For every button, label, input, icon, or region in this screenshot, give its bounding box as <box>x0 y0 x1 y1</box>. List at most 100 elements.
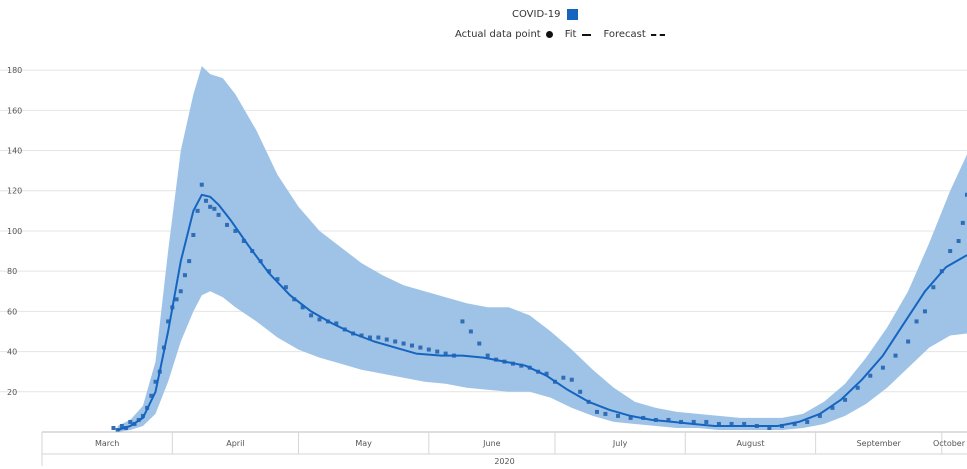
data-point <box>166 319 171 324</box>
data-point <box>153 379 158 384</box>
data-point <box>792 421 797 426</box>
data-point <box>767 425 772 430</box>
y-tick-label: 80 <box>7 267 17 276</box>
data-point <box>691 419 696 424</box>
data-point <box>830 405 835 410</box>
legend-actual-label: Actual data point <box>455 29 541 40</box>
x-tick-label: October <box>933 439 966 448</box>
data-point <box>965 192 967 197</box>
x-tick-label: September <box>857 439 902 448</box>
x-tick-label: August <box>736 439 764 448</box>
y-tick-label: 20 <box>7 388 17 397</box>
data-point <box>178 289 183 294</box>
data-point <box>225 222 229 227</box>
data-point <box>948 249 953 254</box>
x-axis: March April May June July August September Octo… <box>41 431 967 466</box>
data-point <box>443 351 448 356</box>
data-point <box>115 427 120 432</box>
series-color-swatch <box>566 9 578 20</box>
data-point <box>477 341 482 346</box>
data-point <box>460 319 465 324</box>
y-tick-label: 120 <box>7 187 22 196</box>
data-point <box>578 389 583 394</box>
data-point <box>195 208 200 213</box>
legend-forecast-label: Forecast <box>603 29 646 40</box>
data-point <box>384 337 389 342</box>
data-point <box>742 421 747 426</box>
data-point <box>716 421 721 426</box>
data-point <box>283 285 288 290</box>
y-tick-label: 40 <box>7 348 17 357</box>
data-point <box>174 297 179 302</box>
data-point <box>616 413 621 418</box>
x-tick-label: April <box>226 439 244 448</box>
y-axis-tick-labels: 20 40 60 80 100 120 140 160 180 <box>7 66 22 397</box>
data-point <box>435 349 440 354</box>
data-point <box>868 373 873 378</box>
y-tick-label: 60 <box>7 307 17 316</box>
y-tick-label: 100 <box>7 227 22 236</box>
data-point <box>906 339 911 344</box>
data-point <box>561 375 566 380</box>
data-point <box>216 212 221 217</box>
data-point <box>119 423 124 428</box>
data-point <box>410 343 414 348</box>
data-point <box>233 228 238 233</box>
data-point <box>922 309 927 314</box>
solid-line-icon <box>582 33 592 36</box>
data-point <box>203 198 208 203</box>
data-point <box>544 371 549 376</box>
data-point <box>666 417 671 422</box>
data-point <box>182 273 187 278</box>
data-point <box>418 345 423 350</box>
data-point <box>267 269 272 274</box>
data-point <box>376 335 381 340</box>
data-point <box>212 206 217 211</box>
data-point <box>855 385 860 390</box>
data-point <box>956 239 961 243</box>
data-point <box>817 413 822 418</box>
data-point <box>729 421 734 426</box>
data-point <box>468 329 473 334</box>
data-point <box>960 220 965 225</box>
data-point <box>199 182 204 187</box>
dot-icon <box>545 31 553 38</box>
y-tick-label: 140 <box>7 147 22 156</box>
data-point <box>401 341 406 346</box>
data-point <box>128 419 133 424</box>
data-point <box>208 204 213 209</box>
data-point <box>595 409 599 414</box>
data-point <box>931 285 936 290</box>
data-point <box>334 321 339 326</box>
data-point <box>309 313 314 318</box>
data-point <box>359 333 364 338</box>
data-point <box>241 239 246 243</box>
dashed-line-icon <box>650 33 665 36</box>
data-point <box>485 353 490 358</box>
data-point <box>275 277 280 282</box>
data-point <box>893 353 898 358</box>
y-tick-label: 160 <box>7 106 22 115</box>
x-tick-label: March <box>95 439 119 448</box>
forecast-confidence-band <box>117 66 967 432</box>
legend: Actual data point Fit Forecast <box>455 29 665 41</box>
data-point <box>628 415 633 420</box>
data-point <box>426 347 431 352</box>
x-tick-label: July <box>612 439 628 448</box>
data-point <box>367 335 372 340</box>
fit-line <box>117 193 967 431</box>
x-year-label: 2020 <box>494 457 514 466</box>
data-point <box>393 339 398 344</box>
data-point <box>187 259 192 264</box>
data-point <box>704 419 709 424</box>
data-point <box>603 411 608 416</box>
data-point <box>843 397 848 402</box>
data-point <box>191 232 196 237</box>
legend-title[interactable]: COVID-19 <box>512 9 578 21</box>
x-tick-label: June <box>482 439 501 448</box>
data-point <box>569 377 574 382</box>
data-point <box>300 305 305 310</box>
legend-fit-label: Fit <box>564 29 577 40</box>
data-point <box>805 419 810 424</box>
